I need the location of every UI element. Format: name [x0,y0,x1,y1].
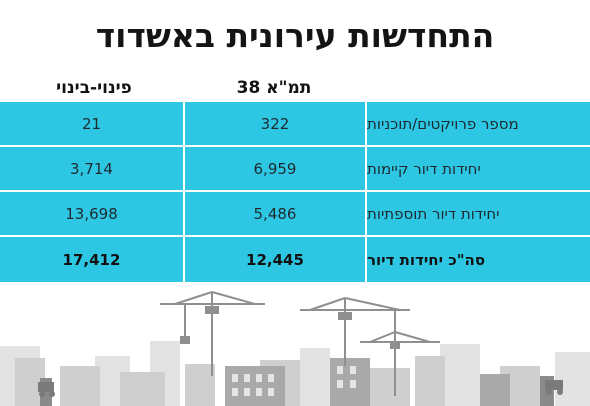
cell-pinui-binui: 13,698 [65,204,118,223]
cell-tama38: 322 [183,102,365,145]
page-title: התחדשות עירונית באשדוד [95,16,495,55]
table-row-total-units: סה"כ יחידות דיור 12,445 17,412 [0,237,590,282]
table-row-projects: מספר פרויקטים/תוכניות 322 21 [0,102,590,147]
cell-tama38: 6,959 [183,147,365,190]
cell-pinui-binui: 21 [81,114,102,133]
cell-tama38: 5,486 [183,192,365,235]
table-row-additional-units: יחידות דיור תוספתיות 5,486 13,698 [0,192,590,237]
row-label: מספר פרויקטים/תוכניות [365,102,590,145]
data-table: מספר פרויקטים/תוכניות 322 21 יחידות דיור… [0,102,590,282]
row-label: יחידות דיור תוספתיות [365,192,590,235]
city-skyline-illustration [0,291,590,406]
cell-pinui-binui: 3,714 [70,159,113,178]
cell-tama38: 12,445 [183,237,365,282]
cell-pinui-binui: 17,412 [62,250,121,269]
row-label: יחידות דיור קיימות [365,147,590,190]
column-header-tama38: תמ"א 38 [236,78,312,98]
table-row-existing-units: יחידות דיור קיימות 6,959 3,714 [0,147,590,192]
column-header-pinui-binui: פינוי-בינוי [56,78,132,98]
row-label: סה"כ יחידות דיור [365,237,590,282]
